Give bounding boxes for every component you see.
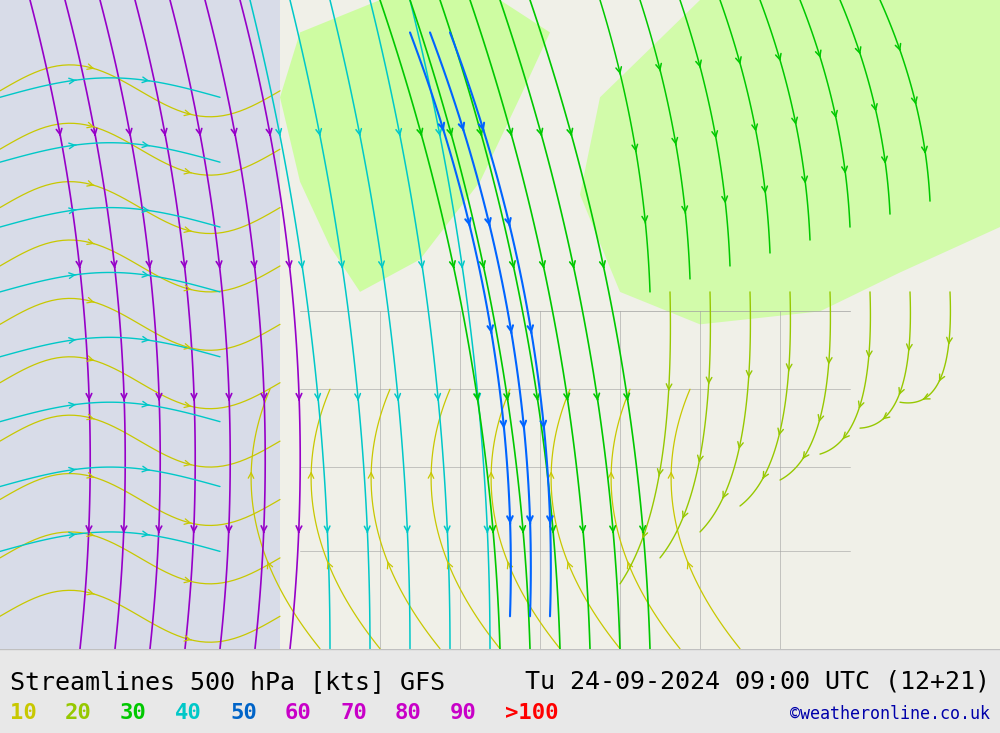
Text: ©weatheronline.co.uk: ©weatheronline.co.uk (790, 705, 990, 723)
Polygon shape (0, 0, 280, 649)
Text: >100: >100 (505, 703, 558, 723)
Text: Streamlines 500 hPa [kts] GFS: Streamlines 500 hPa [kts] GFS (10, 670, 445, 693)
Text: 60: 60 (285, 703, 312, 723)
Text: 10: 10 (10, 703, 37, 723)
Text: 20: 20 (65, 703, 92, 723)
Text: 30: 30 (120, 703, 147, 723)
Text: 80: 80 (395, 703, 422, 723)
Polygon shape (280, 0, 1000, 649)
Text: 40: 40 (175, 703, 202, 723)
Polygon shape (280, 0, 550, 292)
Text: 70: 70 (340, 703, 367, 723)
Text: Tu 24-09-2024 09:00 UTC (12+21): Tu 24-09-2024 09:00 UTC (12+21) (525, 670, 990, 693)
Polygon shape (580, 0, 1000, 324)
Text: 50: 50 (230, 703, 257, 723)
Text: 90: 90 (450, 703, 477, 723)
